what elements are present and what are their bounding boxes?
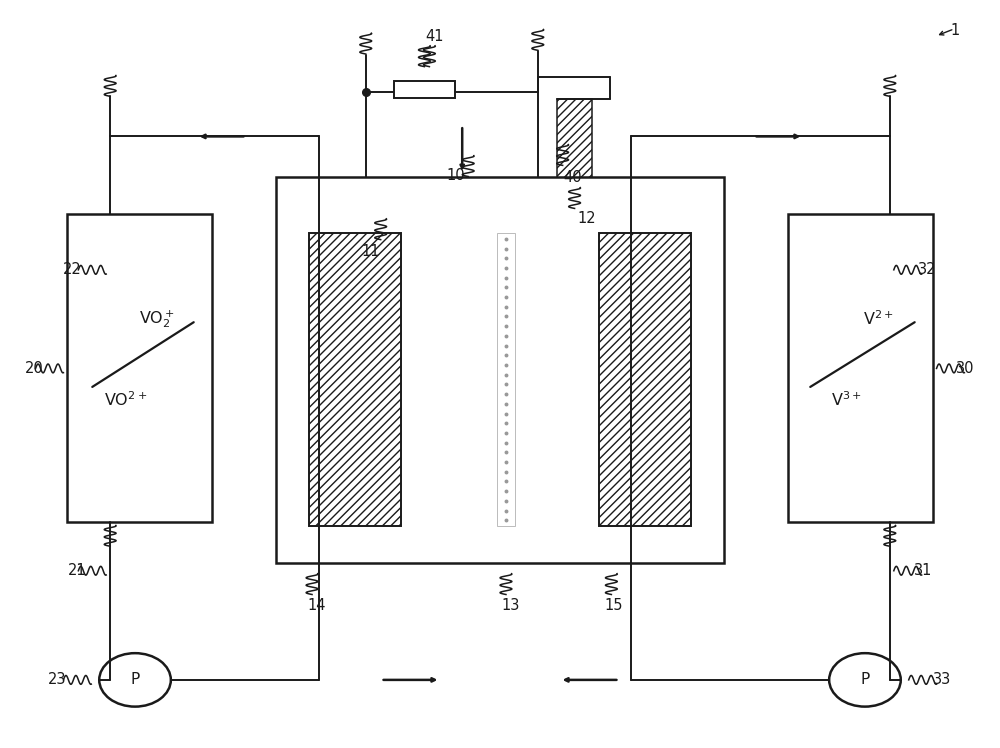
Circle shape [99,653,171,707]
Bar [788,215,933,523]
Text: 11: 11 [361,244,380,259]
Text: $\mathrm{VO_2^+}$: $\mathrm{VO_2^+}$ [139,308,175,330]
Bar [557,99,592,177]
Text: 14: 14 [308,598,326,613]
Text: 31: 31 [913,563,932,578]
Text: 21: 21 [68,563,87,578]
Text: 23: 23 [48,672,67,687]
Text: 30: 30 [956,361,975,376]
Text: 40: 40 [563,170,582,185]
Circle shape [829,653,901,707]
Text: P: P [130,672,140,687]
Text: 33: 33 [933,672,952,687]
Text: 10: 10 [446,168,465,183]
Bar [599,233,691,526]
Text: 32: 32 [918,263,937,278]
Text: 13: 13 [502,598,520,613]
Bar [309,233,401,526]
Bar [67,215,212,523]
Text: 15: 15 [604,598,623,613]
Text: 41: 41 [425,28,444,43]
Text: 1: 1 [951,23,960,38]
Text: 22: 22 [63,263,82,278]
Text: $\mathrm{V^{3+}}$: $\mathrm{V^{3+}}$ [831,390,861,408]
Text: 12: 12 [577,211,596,226]
Bar [276,177,724,563]
Bar [497,233,515,526]
Text: P: P [860,672,870,687]
Text: $\mathrm{VO^{2+}}$: $\mathrm{VO^{2+}}$ [104,390,147,408]
Text: 20: 20 [25,361,44,376]
Bar [394,82,455,98]
Text: $\mathrm{V^{2+}}$: $\mathrm{V^{2+}}$ [863,310,893,328]
